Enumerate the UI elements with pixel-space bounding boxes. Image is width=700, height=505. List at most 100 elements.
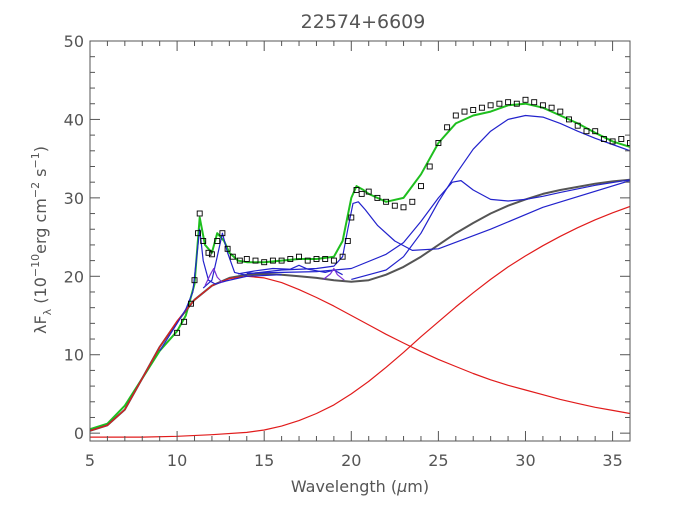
x-axis-label: Wavelength (μm) <box>291 477 429 496</box>
series-line-total_fit <box>90 102 630 431</box>
data-point <box>461 108 468 115</box>
data-point <box>487 102 494 109</box>
y-tick-label: 50 <box>64 32 84 51</box>
data-point <box>358 190 365 197</box>
plot-frame <box>89 40 631 442</box>
data-point <box>219 230 226 237</box>
series-line-feature_12_7 <box>202 232 247 289</box>
data-point <box>566 116 572 123</box>
y-tick-label: 40 <box>64 110 84 129</box>
data-point <box>188 300 194 307</box>
data-point <box>592 128 599 135</box>
x-tick-label: 10 <box>167 451 187 470</box>
series-line-cold_component <box>90 205 630 438</box>
data-point <box>574 122 581 129</box>
data-point <box>557 108 564 115</box>
x-tick-label: 20 <box>341 451 361 470</box>
series-line-feature_30_5 <box>351 114 630 280</box>
x-label-unit: m) <box>407 477 429 496</box>
data-point <box>236 257 243 264</box>
data-point <box>478 104 485 111</box>
y-tick-label: 20 <box>64 267 84 286</box>
data-point <box>383 198 390 205</box>
data-point <box>444 124 451 131</box>
data-point <box>409 198 416 205</box>
data-point <box>181 318 188 325</box>
data-point <box>618 136 625 142</box>
y-label-mid: erg cm <box>31 198 50 254</box>
data-point <box>513 100 520 107</box>
y-label-sub: λ <box>41 308 54 315</box>
series-line-feature_11_3 <box>159 228 282 352</box>
data-point <box>205 249 212 256</box>
series-line-hot_component <box>90 275 630 432</box>
data-point <box>505 99 512 106</box>
data-point <box>353 187 360 193</box>
y-tick-label: 10 <box>64 346 84 365</box>
data-point <box>452 112 459 119</box>
data-point <box>261 259 268 266</box>
data-point <box>339 253 346 260</box>
x-tick-label: 25 <box>428 451 448 470</box>
data-point <box>330 257 337 264</box>
data-point <box>214 238 221 244</box>
series-line-feature_18_9 <box>323 267 345 281</box>
series-line-feature_26_0 <box>246 179 630 274</box>
data-point <box>287 256 294 262</box>
y-label-exp2: −2 <box>29 182 42 198</box>
x-tick-label: 15 <box>254 451 274 470</box>
data-point <box>208 251 215 258</box>
data-point <box>296 253 302 260</box>
marker-layer <box>174 96 630 336</box>
y-tick-label: 0 <box>74 424 84 443</box>
data-point <box>252 257 259 264</box>
y-tick-label: 30 <box>64 189 84 208</box>
data-point <box>269 257 276 264</box>
series-line-continuum_dark <box>90 178 630 432</box>
data-point <box>200 238 207 244</box>
y-label-close: ) <box>31 146 50 152</box>
y-label-exp3: −1 <box>29 152 42 168</box>
data-point <box>243 256 250 262</box>
data-point <box>400 204 407 211</box>
data-point <box>278 257 285 264</box>
data-point <box>322 256 329 262</box>
y-label-mid2: s <box>31 168 50 181</box>
series-layer <box>90 102 630 438</box>
axes-layer: 5 10 15 20 25 30 35 0 10 20 30 40 50 <box>64 32 631 470</box>
data-point <box>224 245 231 252</box>
series-line-feature_20_3 <box>246 180 630 275</box>
x-label-mu: μ <box>396 477 407 496</box>
data-point <box>229 253 236 260</box>
chart-title: 22574+6609 <box>301 11 426 33</box>
data-point <box>374 194 381 201</box>
x-tick-label: 35 <box>602 451 622 470</box>
data-point <box>391 202 398 209</box>
x-tick-label: 30 <box>515 451 535 470</box>
data-point <box>365 188 372 195</box>
x-label-text: Wavelength ( <box>291 477 397 496</box>
series-line-feature_15_17 <box>237 264 343 276</box>
data-point <box>435 140 442 146</box>
series-line-feature_12_0 <box>204 267 223 286</box>
y-axis-label: λFλ (10−10erg cm−2 s−1) <box>29 146 54 334</box>
y-label-exp1: −10 <box>29 254 42 277</box>
data-point <box>344 238 351 244</box>
y-label-lambda: λF <box>31 315 50 334</box>
data-point <box>313 256 320 262</box>
data-point <box>539 102 546 109</box>
data-point <box>470 107 477 113</box>
data-point <box>609 138 616 145</box>
data-point <box>304 257 311 264</box>
data-point <box>196 210 203 217</box>
data-point <box>174 329 181 336</box>
y-label-open: (10 <box>31 277 50 309</box>
data-point <box>418 183 424 190</box>
data-point <box>191 277 198 284</box>
data-point <box>531 99 538 106</box>
data-point <box>583 128 590 135</box>
data-point <box>627 140 630 146</box>
data-point <box>496 100 503 107</box>
